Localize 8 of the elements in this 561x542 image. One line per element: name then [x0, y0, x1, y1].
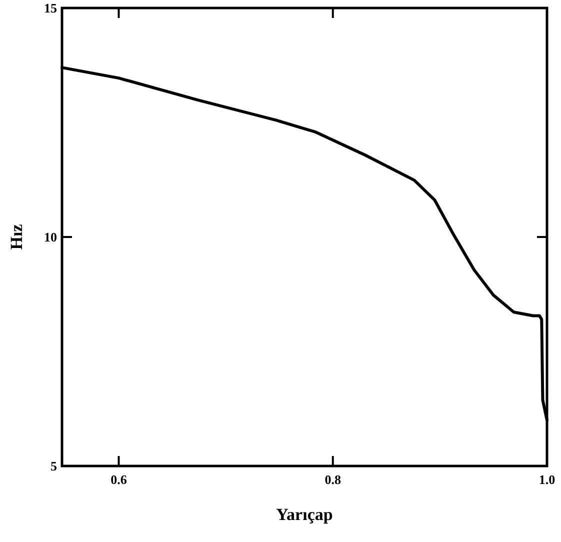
y-tick-label: 15 — [44, 0, 58, 16]
y-tick-label: 10 — [44, 230, 57, 245]
x-axis-title: Yarıçap — [276, 505, 333, 524]
y-tick-label: 5 — [50, 458, 58, 474]
x-tick-label: 1.0 — [538, 472, 556, 487]
y-axis-title: Hız — [7, 224, 26, 250]
x-tick-label: 0.6 — [110, 472, 128, 487]
x-tick-label: 0.8 — [324, 472, 342, 487]
